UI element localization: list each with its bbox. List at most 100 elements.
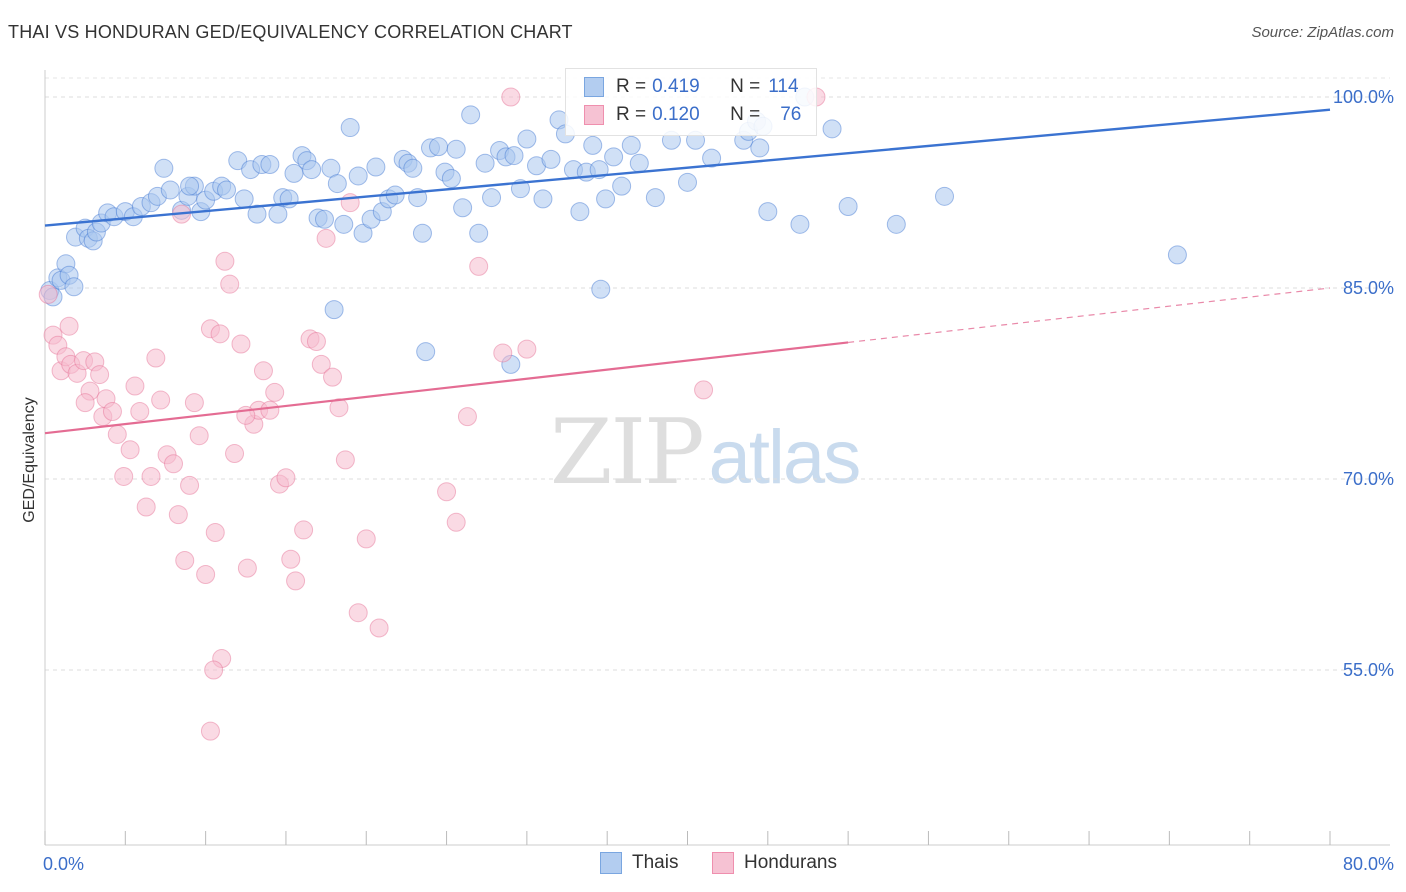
hondurans-point [146,348,166,368]
thais-point [228,151,248,171]
thais-point [645,188,665,208]
legend-n-label: N = [730,104,761,125]
chart-title: THAI VS HONDURAN GED/EQUIVALENCY CORRELA… [8,22,573,42]
hondurans-point [457,407,477,427]
hondurans-point [107,424,127,444]
hondurans-point [168,505,188,525]
legend-n-value: 76 [780,104,802,125]
x-tick-label: 0.0% [43,854,84,874]
hondurans-point [204,660,224,680]
thais-point [604,147,624,167]
thais-point [160,180,180,200]
hondurans-point [180,475,200,495]
legend-row-hondurans: R = 0.120 N = 76 [584,102,801,128]
thais-point [327,174,347,194]
thais-point [504,146,524,166]
hondurans-point [59,316,79,336]
thais-point [441,168,461,188]
hondurans-point [38,284,58,304]
thais-point [541,149,561,169]
hondurans-point [437,482,457,502]
hondurans-point [102,402,122,422]
hondurans-point [200,721,220,741]
bottom-legend-hondurans: Hondurans [712,852,837,874]
thais-point [366,157,386,177]
thais-point [482,188,502,208]
bottom-legend-thais: Thais [600,852,678,874]
thais-point [886,214,906,234]
thais-point [180,176,200,196]
y-tick-label: 85.0% [1343,278,1394,298]
hondurans-point [220,274,240,294]
thais-point [247,204,267,224]
thais-point [583,135,603,155]
thais-point [234,189,254,209]
hondurans-point [369,618,389,638]
hondurans-point [225,444,245,464]
hondurans-point [294,520,314,540]
hondurans-point [286,571,306,591]
hondurans-point [125,376,145,396]
thais-point [334,214,354,234]
y-axis-label: GED/Equivalency [21,397,38,523]
legend-r-value: 0.419 [652,76,700,97]
legend-r-value: 0.120 [652,104,700,125]
thais-point [822,119,842,139]
hondurans-point [205,522,225,542]
thais-point [154,158,174,178]
bottom-legend-swatch-hondurans [712,852,734,874]
thais-point [284,163,304,183]
thais-point [302,160,322,180]
hondurans-point [114,466,134,486]
hondurans-point [210,324,230,344]
thais-point [403,158,423,178]
hondurans-point [141,466,161,486]
thais-point [217,180,237,200]
thais-point [758,202,778,222]
legend-row-thais: R = 0.419 N = 114 [584,74,799,100]
hondurans-point [130,402,150,422]
legend-swatch-thais [584,77,604,97]
hondurans-point [265,382,285,402]
thais-point [64,277,84,297]
thais-point [340,118,360,138]
thais-point [1167,245,1187,265]
hondurans-point [493,343,513,363]
thais-point [570,202,590,222]
thais-point [348,166,368,186]
hondurans-point [348,603,368,623]
thais-point [629,153,649,173]
hondurans-trend-line [44,341,849,435]
hondurans-point [151,390,171,410]
thais-point [678,172,697,192]
hondurans-trend-line-extension [848,287,1331,344]
watermark-atlas: atlas [708,415,862,500]
bottom-legend-swatch-thais [600,852,622,874]
thais-point [314,209,334,229]
watermark-zip: ZIP [550,400,705,505]
hondurans-point [184,393,204,413]
legend-n-label: N = [730,76,761,97]
thais-point [416,342,436,362]
hondurans-point [260,400,280,420]
thais-point [935,186,954,206]
thais-point [475,153,495,173]
hondurans-point [335,450,355,470]
thais-point [621,135,641,155]
hondurans-point [196,565,216,584]
hondurans-point [469,256,489,276]
bottom-legend-label: Thais [632,852,679,873]
legend-swatch-hondurans [584,105,604,125]
hondurans-point [517,339,537,359]
legend-r-label: R = [616,104,647,125]
hondurans-point [175,550,195,570]
thais-point [429,137,449,157]
thais-point [268,204,288,224]
thais-point [446,139,466,159]
hondurans-point [323,367,343,387]
thais-point [790,214,810,234]
thais-point [412,223,432,243]
hondurans-point [231,334,251,354]
thais-point [517,129,537,149]
